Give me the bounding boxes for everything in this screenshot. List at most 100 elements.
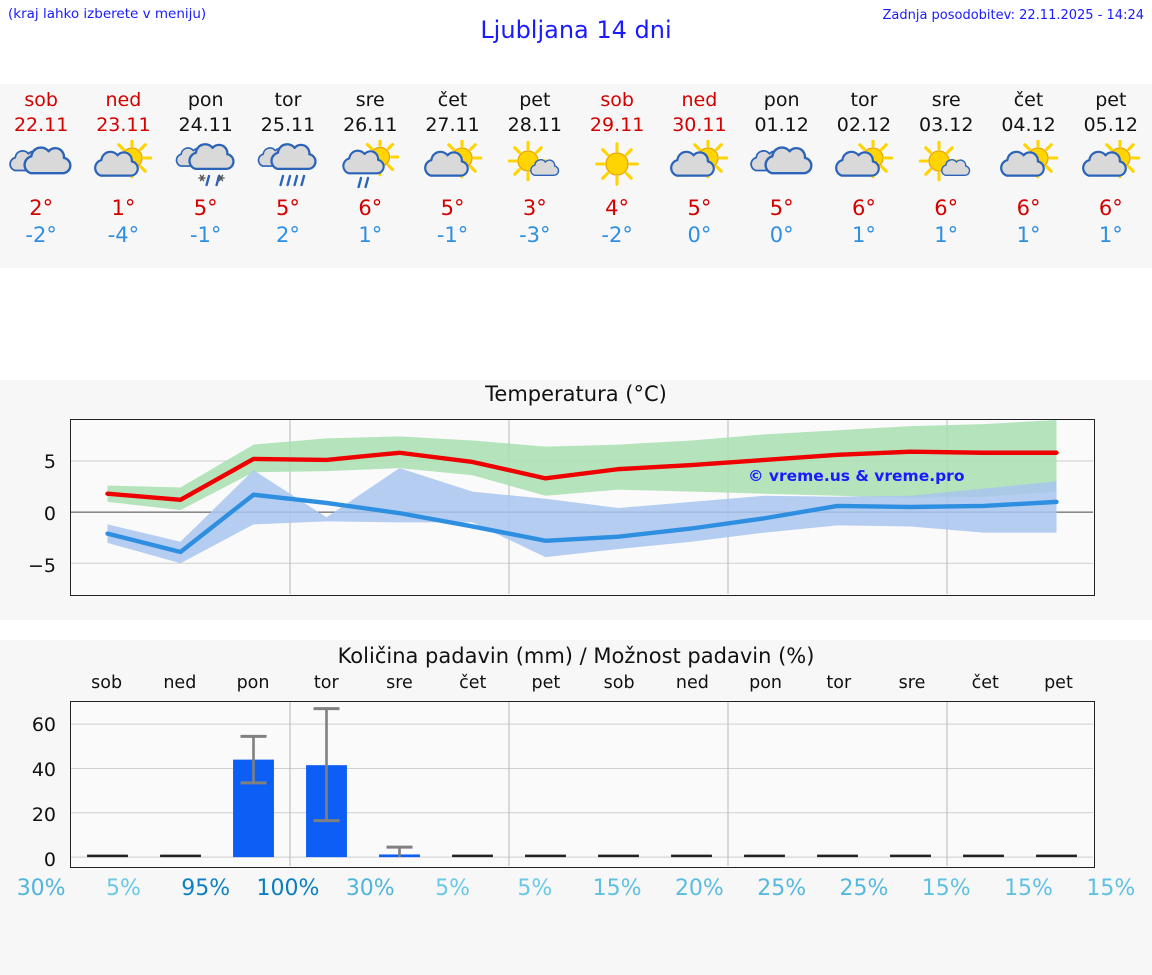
temperature-plot-area (70, 419, 1095, 596)
precipitation-y-tick-label: 20 (31, 804, 56, 827)
sunny-icon (582, 139, 652, 191)
cloud-rain-icon (253, 139, 323, 191)
precipitation-probability: 15% (592, 876, 642, 901)
precipitation-day-label: pet (531, 673, 561, 693)
day-date: 05.12 (1083, 114, 1138, 136)
day-temp-min: -2° (601, 223, 633, 247)
day-column[interactable]: ned 30.11 5° 0° (658, 84, 740, 268)
partly-sunny-icon (88, 139, 158, 191)
partly-sunny-icon (994, 139, 1064, 191)
partly-sunny-icon (1076, 139, 1146, 191)
day-temp-min: 1° (934, 223, 959, 247)
day-column[interactable]: pet 28.11 3° -3° (494, 84, 576, 268)
precipitation-y-tick-label: 60 (31, 713, 56, 736)
day-date: 01.12 (754, 114, 809, 136)
day-name: pet (519, 89, 551, 111)
precipitation-probability: 30% (16, 876, 66, 901)
day-temp-min: -1° (436, 223, 469, 247)
day-name: ned (681, 89, 718, 111)
day-column[interactable]: pon 01.12 5° 0° (741, 84, 823, 268)
temperature-y-tick-label: 5 (43, 450, 56, 473)
precipitation-day-label: pon (236, 673, 270, 693)
day-temp-min: 1° (358, 223, 383, 247)
day-name: sob (24, 89, 58, 111)
precipitation-day-label: tor (313, 673, 339, 693)
day-date: 28.11 (507, 114, 563, 136)
precipitation-day-label: ned (675, 673, 709, 693)
precipitation-probability-row: 30% 5% 95% 100% 30% 5% 5% 15% 20% 25% 25% 15% 15% 15% (0, 876, 1152, 916)
day-name: tor (850, 89, 878, 111)
temperature-chart: Temperatura (°C) 5 0 −5 (0, 380, 1152, 620)
day-temp-max: 5° (687, 196, 712, 220)
day-column[interactable]: sre 26.11 6° 1° (329, 84, 411, 268)
mostly-sunny-icon (911, 139, 981, 191)
temperature-chart-title: Temperatura (°C) (485, 382, 667, 406)
precipitation-plot-area (70, 701, 1095, 868)
day-temp-min: 2° (276, 223, 300, 247)
temperature-y-tick-label: 0 (43, 503, 56, 525)
daily-forecast-strip: sob 22.11 2° -2° ned 23.11 1° -4° pon 24.11 5° -1° t… (0, 84, 1152, 268)
day-column[interactable]: pet 05.12 6° 1° (1070, 84, 1152, 268)
day-temp-min: 0° (769, 223, 794, 247)
day-name: sre (931, 89, 961, 111)
precipitation-day-label: čet (459, 673, 487, 693)
precipitation-probability: 100% (256, 876, 320, 901)
partly-sunny-icon (664, 139, 734, 191)
day-column[interactable]: tor 25.11 5° 2° (247, 84, 329, 268)
precipitation-probability: 95% (181, 876, 231, 901)
partly-sunny-icon (829, 139, 899, 191)
day-temp-min: 1° (852, 223, 876, 247)
temperature-y-axis-labels: 5 0 −5 (0, 419, 66, 596)
mostly-sunny-icon (500, 139, 570, 191)
day-temp-min: 1° (1016, 223, 1041, 247)
day-temp-max: 2° (29, 196, 54, 220)
day-temp-max: 6° (358, 196, 383, 220)
day-temp-max: 5° (276, 196, 300, 220)
day-temp-max: 5° (769, 196, 794, 220)
precipitation-probability: 5% (105, 876, 141, 901)
day-date: 29.11 (589, 114, 645, 136)
day-date: 30.11 (672, 114, 727, 136)
day-temp-max: 6° (1016, 196, 1041, 220)
precipitation-day-label: čet (971, 673, 999, 693)
day-column[interactable]: čet 27.11 5° -1° (411, 84, 493, 268)
day-temp-min: -4° (107, 223, 140, 247)
day-date: 24.11 (178, 114, 233, 136)
day-date: 03.12 (919, 114, 974, 136)
precipitation-probability: 15% (1086, 876, 1136, 901)
day-name: sob (600, 89, 634, 111)
day-temp-min: 0° (687, 223, 712, 247)
day-column[interactable]: sob 22.11 2° -2° (0, 84, 82, 268)
day-name: ned (105, 89, 142, 111)
precipitation-day-label: ned (163, 673, 197, 693)
precipitation-day-label: pet (1044, 673, 1073, 693)
day-name: tor (274, 89, 302, 111)
day-column[interactable]: sob 29.11 4° -2° (576, 84, 658, 268)
location-menu-hint[interactable]: (kraj lahko izberete v meniju) (8, 6, 207, 22)
precipitation-probability: 15% (1004, 876, 1053, 901)
day-column[interactable]: čet 04.12 6° 1° (987, 84, 1069, 268)
copyright-watermark: © vreme.us & vreme.pro (748, 467, 965, 485)
day-date: 26.11 (343, 114, 398, 136)
precipitation-probability: 15% (921, 876, 971, 901)
day-date: 23.11 (96, 114, 151, 136)
sun-cloud-rain-icon (335, 139, 405, 191)
day-temp-max: 5° (193, 196, 218, 220)
day-name: pon (187, 89, 224, 111)
day-column[interactable]: pon 24.11 5° -1° (165, 84, 247, 268)
day-name: čet (1013, 89, 1044, 111)
cloudy-icon (6, 139, 76, 191)
precipitation-probability: 30% (345, 876, 395, 901)
precipitation-day-label: tor (826, 673, 852, 693)
precipitation-chart: Količina padavin (mm) / Možnost padavin … (0, 640, 1152, 975)
cloudy-icon (747, 139, 817, 191)
day-temp-max: 1° (111, 196, 136, 220)
precipitation-y-tick-label: 40 (31, 759, 56, 781)
day-column[interactable]: tor 02.12 6° 1° (823, 84, 905, 268)
day-temp-min: 1° (1098, 223, 1123, 247)
day-column[interactable]: ned 23.11 1° -4° (82, 84, 164, 268)
temperature-y-tick-label: −5 (27, 555, 56, 578)
day-name: pon (763, 89, 800, 111)
day-column[interactable]: sre 03.12 6° 1° (905, 84, 987, 268)
